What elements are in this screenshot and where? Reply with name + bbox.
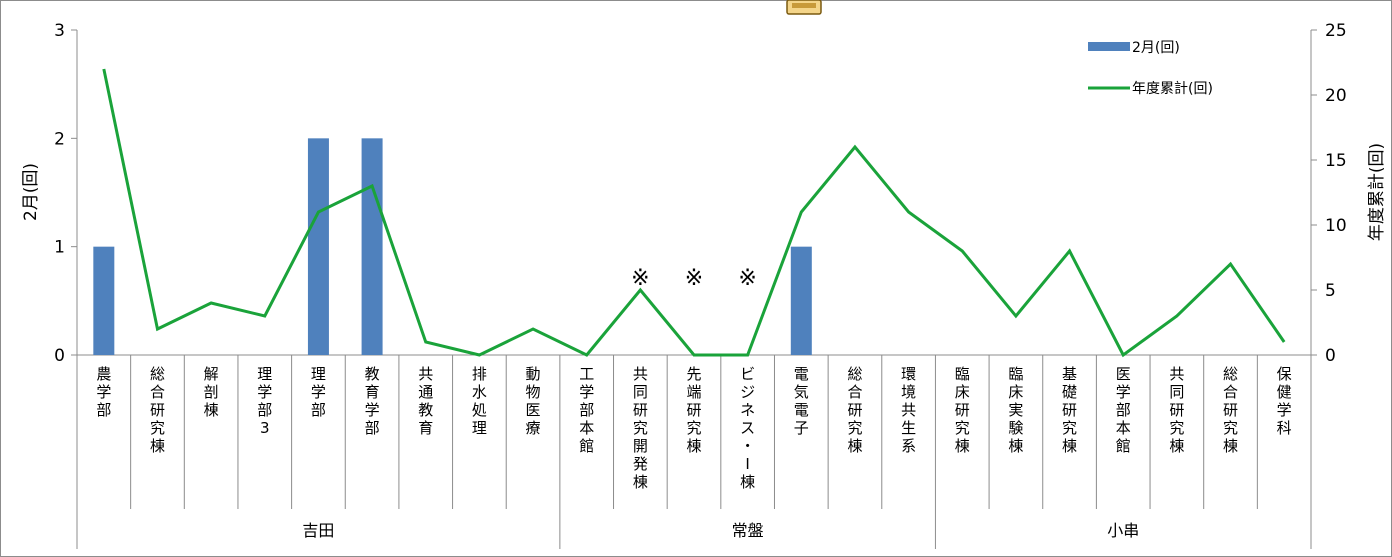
x-category-label: 解剖棟 <box>204 365 219 419</box>
x-category-label: 共同研究棟 <box>1169 365 1184 455</box>
x-category-label: 教育学部 <box>365 365 380 437</box>
y-right-tick-label: 25 <box>1325 21 1347 41</box>
x-category-label: ビジネス・ I 棟 <box>740 365 755 491</box>
legend-bar-swatch <box>1088 42 1130 51</box>
x-category-label: 臨床研究棟 <box>955 365 970 455</box>
x-category-label: 工学部本館 <box>579 365 594 455</box>
y-axis-left-title: 2月(回) <box>21 163 41 221</box>
x-group-label: 吉田 <box>302 521 334 540</box>
x-category-label: 基礎研究棟 <box>1062 365 1077 455</box>
bar <box>361 138 383 355</box>
x-category-label: 先端研究棟 <box>686 365 701 455</box>
x-category-label: 共通教育 <box>418 365 433 437</box>
y-right-tick-label: 0 <box>1325 346 1336 366</box>
x-category-label: 環境共生系 <box>901 365 916 455</box>
x-category-label: 共同研究開発棟 <box>633 365 648 491</box>
line-series-cumulative <box>102 68 1286 358</box>
legend-label-line: 年度累計(回) <box>1132 81 1213 97</box>
x-category-label: 理学部 3 <box>257 365 272 437</box>
bar <box>307 138 329 355</box>
bar <box>93 246 115 355</box>
x-group-label: 常盤 <box>732 521 764 540</box>
x-category-label: 保健学科 <box>1277 365 1292 437</box>
y-right-tick-label: 20 <box>1325 86 1347 106</box>
x-category-label: 総合研究棟 <box>1223 365 1238 455</box>
x-category-label: 総合研究棟 <box>847 365 862 455</box>
y-left-tick-label: 1 <box>54 238 65 258</box>
x-category-label: 臨床実験棟 <box>1008 365 1023 455</box>
annotation-mark: ※ <box>631 266 649 291</box>
x-category-label: 農学部 <box>96 365 111 419</box>
x-category-label: 総合研究棟 <box>150 365 165 455</box>
legend-label-bars: 2月(回) <box>1132 40 1180 56</box>
x-category-label: 排水処理 <box>472 365 487 437</box>
annotation-mark: ※ <box>738 266 756 291</box>
y-right-tick-label: 10 <box>1325 216 1347 236</box>
x-category-label: 医学部本館 <box>1116 365 1131 455</box>
y-right-tick-label: 5 <box>1325 281 1336 301</box>
legend: 2月(回) 年度累計(回) <box>1088 40 1213 97</box>
y-left-tick-label: 3 <box>54 21 65 41</box>
x-category-label: 理学部 <box>311 365 326 419</box>
x-category-label: 動物医療 <box>526 365 541 437</box>
y-left-tick-label: 0 <box>54 346 65 366</box>
y-axis-right-title: 年度累計(回) <box>1367 143 1387 241</box>
x-group-label: 小串 <box>1107 521 1139 540</box>
x-category-label: 電気電子 <box>794 365 809 437</box>
annotation-mark: ※ <box>685 266 703 291</box>
document-icon <box>786 0 822 15</box>
bar <box>790 246 812 355</box>
y-left-tick-label: 2 <box>54 129 65 149</box>
y-right-tick-label: 15 <box>1325 151 1347 171</box>
